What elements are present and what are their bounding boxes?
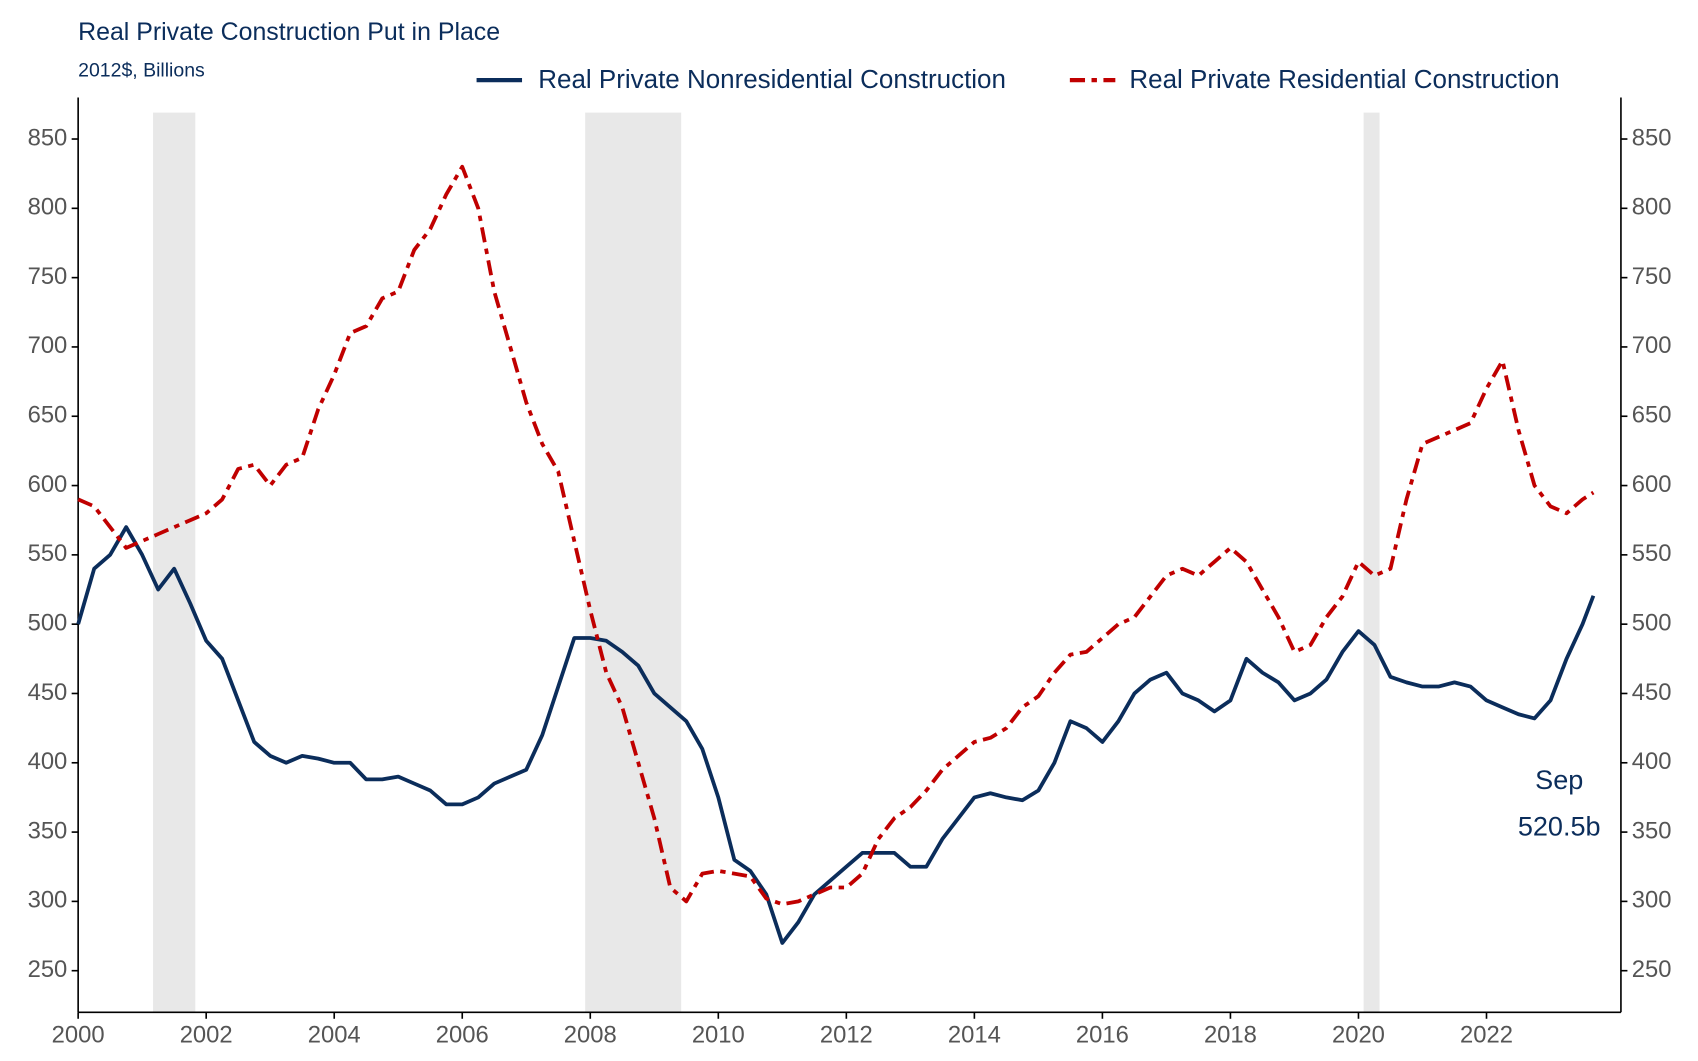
y-tick-label: 450 [28, 679, 68, 706]
recession-band [1363, 112, 1380, 1013]
y2-tick-label: 250 [1632, 956, 1672, 983]
x-tick-label: 2016 [1076, 1021, 1129, 1048]
y-tick-label: 850 [28, 124, 68, 151]
y2-tick-label: 350 [1632, 817, 1672, 844]
chart-title: Real Private Construction Put in Place [78, 18, 500, 46]
y2-tick-label: 300 [1632, 887, 1672, 914]
x-tick-label: 2010 [692, 1021, 745, 1048]
y-tick-label: 600 [28, 471, 68, 498]
x-tick-label: 2018 [1204, 1021, 1257, 1048]
y2-tick-label: 700 [1632, 332, 1672, 359]
y-tick-label: 250 [28, 956, 68, 983]
y-tick-label: 750 [28, 263, 68, 290]
x-tick-label: 2000 [52, 1021, 105, 1048]
y2-tick-label: 850 [1632, 124, 1672, 151]
y2-tick-label: 600 [1632, 471, 1672, 498]
x-tick-label: 2002 [180, 1021, 233, 1048]
y-tick-label: 400 [28, 748, 68, 775]
series-line [77, 164, 1595, 907]
annotation: Sep [1535, 765, 1583, 795]
y-tick-label: 550 [28, 540, 68, 567]
y-tick-label: 350 [28, 817, 68, 844]
y-tick-label: 800 [28, 194, 68, 221]
y2-tick-label: 500 [1632, 609, 1672, 636]
y2-tick-label: 400 [1632, 748, 1672, 775]
y2-tick-label: 800 [1632, 194, 1672, 221]
y-tick-label: 500 [28, 609, 68, 636]
legend-label: Real Private Nonresidential Construction [538, 64, 1006, 94]
x-tick-label: 2012 [820, 1021, 873, 1048]
annotation: 520.5b [1518, 811, 1601, 841]
recession-band [153, 112, 196, 1013]
series-line [76, 525, 1596, 945]
x-tick-label: 2008 [564, 1021, 617, 1048]
chart-subtitle: 2012$, Billions [78, 60, 205, 82]
x-tick-label: 2022 [1460, 1021, 1513, 1048]
y-tick-label: 700 [28, 332, 68, 359]
legend-label: Real Private Residential Construction [1129, 64, 1559, 94]
y-tick-label: 650 [28, 402, 68, 429]
x-tick-label: 2004 [308, 1021, 361, 1048]
y2-tick-label: 450 [1632, 679, 1672, 706]
y-tick-label: 300 [28, 887, 68, 914]
x-tick-label: 2014 [948, 1021, 1001, 1048]
y2-tick-label: 650 [1632, 402, 1672, 429]
x-tick-label: 2020 [1332, 1021, 1385, 1048]
x-tick-label: 2006 [436, 1021, 489, 1048]
y2-tick-label: 550 [1632, 540, 1672, 567]
y2-tick-label: 750 [1632, 263, 1672, 290]
